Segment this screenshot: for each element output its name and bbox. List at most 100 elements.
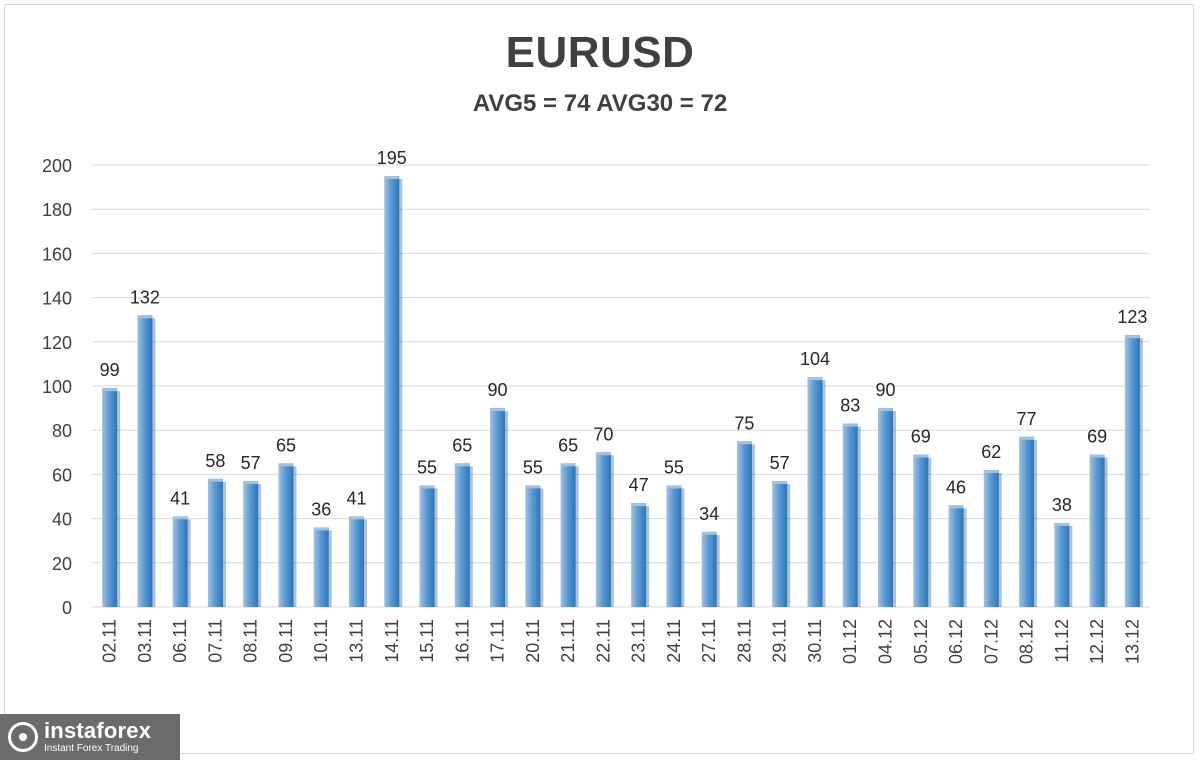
bar: [878, 408, 893, 607]
x-tick-label: 20.11: [523, 619, 543, 663]
bar: [172, 516, 188, 607]
x-tick-label: 08.11: [241, 619, 261, 663]
x-tick-label: 22.11: [593, 619, 613, 663]
data-label: 75: [734, 413, 754, 433]
x-tick-label: 11.12: [1052, 619, 1072, 663]
bar-cap: [384, 176, 400, 180]
y-tick-label: 160: [42, 244, 72, 264]
data-label: 55: [417, 457, 437, 477]
bar-cap: [1124, 335, 1140, 339]
data-label: 65: [558, 435, 578, 455]
bar: [419, 485, 435, 607]
data-label: 58: [205, 451, 225, 471]
bar-cap: [243, 481, 259, 485]
bar-cap: [1089, 454, 1105, 458]
bar-cap: [701, 531, 717, 535]
bar-cap: [878, 408, 893, 412]
y-tick-label: 140: [42, 289, 72, 309]
bar-cap: [595, 452, 611, 456]
chart-frame: [4, 4, 1194, 754]
bar-cap: [736, 441, 752, 445]
logo-text: instaforex Instant Forex Trading: [44, 720, 151, 754]
bar: [313, 527, 329, 607]
bar: [631, 503, 647, 607]
bar: [207, 478, 223, 607]
data-label: 36: [311, 499, 331, 519]
bar-cap: [772, 481, 788, 485]
x-tick-label: 05.12: [911, 619, 931, 664]
bar-cap: [525, 485, 541, 489]
data-label: 41: [170, 488, 190, 508]
data-label: 90: [875, 380, 895, 400]
x-tick-label: 06.12: [946, 619, 966, 664]
y-tick-label: 200: [42, 156, 72, 176]
x-tick-label: 15.11: [417, 619, 437, 663]
bar-cap: [807, 377, 823, 381]
x-tick-label: 07.12: [981, 619, 1001, 664]
bar-cap: [313, 527, 329, 531]
chart-subtitle: AVG5 = 74 AVG30 = 72: [472, 90, 728, 117]
y-tick-label: 60: [52, 465, 72, 485]
bar-cap: [842, 423, 858, 427]
data-label: 104: [800, 349, 830, 369]
x-tick-label: 23.11: [629, 619, 649, 663]
data-label: 90: [488, 380, 508, 400]
bar: [490, 408, 506, 607]
bar-cap: [278, 463, 294, 467]
bar: [983, 469, 999, 607]
data-label: 70: [593, 424, 613, 444]
x-tick-label: 02.11: [100, 619, 120, 663]
data-label: 62: [981, 442, 1001, 462]
bar: [278, 463, 294, 607]
data-label: 46: [946, 477, 966, 497]
x-tick-label: 13.12: [1122, 619, 1142, 664]
bar: [948, 505, 964, 607]
bar-cap: [102, 388, 118, 392]
bar: [1124, 335, 1140, 607]
bar: [102, 388, 118, 607]
x-tick-label: 07.11: [205, 619, 225, 663]
bar: [842, 423, 858, 607]
data-label: 69: [1087, 427, 1107, 447]
logo-name: instaforex: [44, 718, 152, 743]
bar-cap: [349, 516, 364, 520]
bar: [736, 441, 752, 607]
bar-cap: [490, 408, 506, 412]
bar-cap: [1054, 523, 1070, 527]
x-tick-label: 10.11: [311, 619, 331, 663]
y-tick-label: 120: [42, 333, 72, 353]
bar-cap: [454, 463, 470, 467]
bar-cap: [172, 516, 188, 520]
bar: [913, 454, 929, 607]
data-label: 77: [1017, 409, 1037, 429]
x-tick-label: 09.11: [276, 619, 296, 663]
instaforex-logo: instaforex Instant Forex Trading: [0, 714, 180, 760]
bar: [384, 176, 400, 608]
x-tick-label: 29.11: [770, 619, 790, 663]
bar-cap: [419, 485, 435, 489]
bar: [807, 377, 823, 607]
x-tick-label: 13.11: [347, 619, 367, 663]
bar-cap: [137, 315, 153, 319]
y-tick-label: 100: [42, 377, 72, 397]
x-tick-label: 21.11: [558, 619, 578, 663]
bar: [525, 485, 541, 607]
x-tick-label: 06.11: [170, 619, 190, 663]
x-tick-label: 24.11: [664, 619, 684, 663]
bar: [454, 463, 470, 607]
data-label: 65: [452, 435, 472, 455]
x-tick-label: 12.12: [1087, 619, 1107, 664]
bar: [1054, 523, 1070, 607]
data-label: 99: [100, 360, 120, 380]
bar-cap: [560, 463, 576, 467]
bar-cap: [631, 503, 647, 507]
x-tick-label: 30.11: [805, 619, 825, 663]
bar-cap: [1019, 436, 1035, 440]
data-label: 83: [840, 396, 860, 416]
x-tick-label: 08.12: [1017, 619, 1037, 664]
bar: [701, 531, 717, 607]
x-tick-label: 17.11: [488, 619, 508, 663]
instaforex-logo-icon: [8, 722, 38, 752]
bar-cap: [913, 454, 929, 458]
